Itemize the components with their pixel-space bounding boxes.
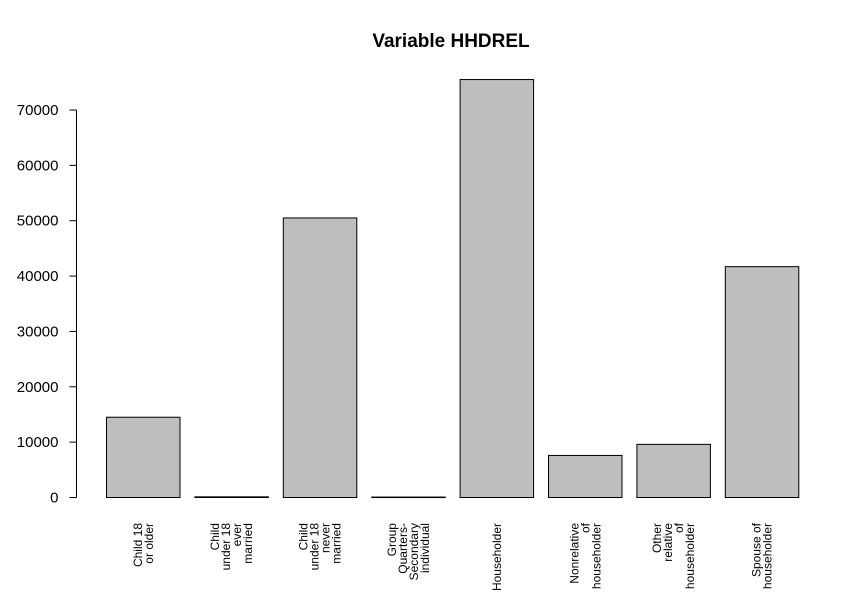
category-label-line: married	[241, 523, 255, 564]
bar	[282, 217, 358, 498]
category-label-line: householder	[683, 523, 697, 589]
y-tick-label: 30000	[17, 323, 59, 340]
category-label-line: ever	[230, 523, 244, 546]
category-label-line: Other	[650, 523, 664, 553]
bar	[636, 443, 711, 499]
category-label-line: relative	[661, 523, 675, 562]
y-tick-label: 60000	[17, 157, 59, 174]
bar	[106, 416, 181, 499]
category-label-line: under 18	[308, 523, 322, 571]
category-label-line: never	[319, 523, 333, 553]
y-tick-label: 70000	[17, 102, 59, 119]
category-label-line: householder	[589, 523, 603, 589]
category-label-line: of	[672, 522, 686, 533]
category-label-line: Child	[208, 523, 222, 550]
category-label-line: married	[330, 523, 344, 564]
category-label-line: Group	[385, 523, 399, 557]
category-label-line: Secondary	[407, 523, 421, 580]
category-label-line: individual	[418, 523, 432, 573]
category-label-line: householder	[761, 523, 775, 589]
category-label-line: under 18	[219, 523, 233, 571]
y-tick-label: 10000	[17, 434, 59, 451]
category-label-line: Quarters-	[396, 523, 410, 574]
category-label-line: of	[578, 522, 592, 533]
y-tick-label: 50000	[17, 213, 59, 230]
bar	[194, 496, 269, 499]
category-label-line: Householder	[490, 523, 504, 591]
category-label-line: Nonrelative	[567, 523, 581, 584]
chart-title: Variable HHDREL	[372, 31, 530, 52]
category-label-line: Child 18	[131, 523, 145, 567]
bars	[106, 79, 800, 499]
bar	[724, 266, 800, 498]
y-tick-label: 0	[50, 490, 58, 507]
category-label-line: Spouse of	[750, 522, 764, 577]
category-label-line: or older	[142, 523, 156, 564]
bar	[371, 496, 446, 499]
y-tick-label: 20000	[17, 379, 59, 396]
category-label-line: Child	[297, 523, 311, 550]
y-tick-label: 40000	[17, 268, 59, 285]
y-axis: 0 10000 20000 30000 40000 50000 60000 70000	[17, 102, 77, 507]
category-label: Householder	[490, 523, 504, 591]
bar	[459, 79, 535, 499]
bar	[548, 454, 623, 498]
